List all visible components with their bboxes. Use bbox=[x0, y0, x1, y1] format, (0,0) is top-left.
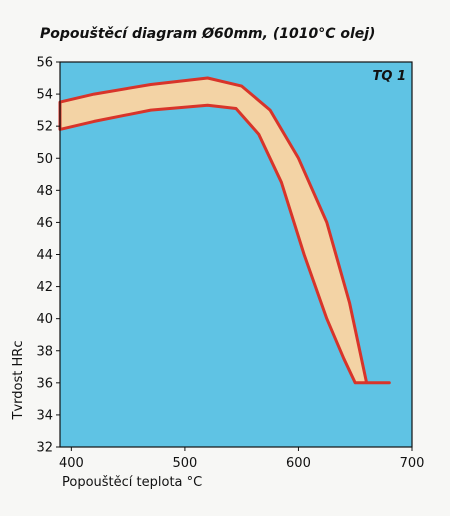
y-axis: 32 34 36 38 40 42 44 46 48 50 52 54 56 bbox=[36, 56, 60, 456]
y-tick-label: 42 bbox=[36, 280, 53, 295]
y-tick-label: 46 bbox=[36, 216, 53, 231]
x-tick-label: 500 bbox=[172, 456, 197, 471]
y-tick-label: 44 bbox=[36, 248, 53, 263]
hardness-band-area bbox=[58, 76, 391, 385]
plot-area bbox=[60, 62, 412, 447]
y-tick-label: 54 bbox=[36, 88, 53, 103]
y-axis-label: Tvrdost HRc bbox=[11, 341, 26, 421]
y-tick-label: 40 bbox=[36, 312, 53, 327]
y-tick-label: 38 bbox=[36, 344, 53, 359]
y-tick-label: 32 bbox=[36, 441, 53, 456]
x-axis: 400 500 600 700 bbox=[59, 447, 424, 471]
y-tick-label: 56 bbox=[36, 56, 53, 71]
x-axis-label: Popouštěcí teplota °C bbox=[62, 475, 202, 490]
y-tick-label: 34 bbox=[36, 408, 53, 423]
y-tick-label: 36 bbox=[36, 376, 53, 391]
hardness-band bbox=[58, 76, 391, 385]
x-tick-label: 600 bbox=[286, 456, 311, 471]
x-tick-label: 700 bbox=[400, 456, 425, 471]
chart-annotation: TQ 1 bbox=[373, 69, 407, 84]
x-tick-label: 400 bbox=[59, 456, 84, 471]
y-tick-label: 52 bbox=[36, 120, 53, 135]
chart-title: Popouštěcí diagram Ø60mm, (1010°C olej) bbox=[40, 26, 375, 42]
y-tick-label: 50 bbox=[36, 152, 53, 167]
y-tick-label: 48 bbox=[36, 184, 53, 199]
